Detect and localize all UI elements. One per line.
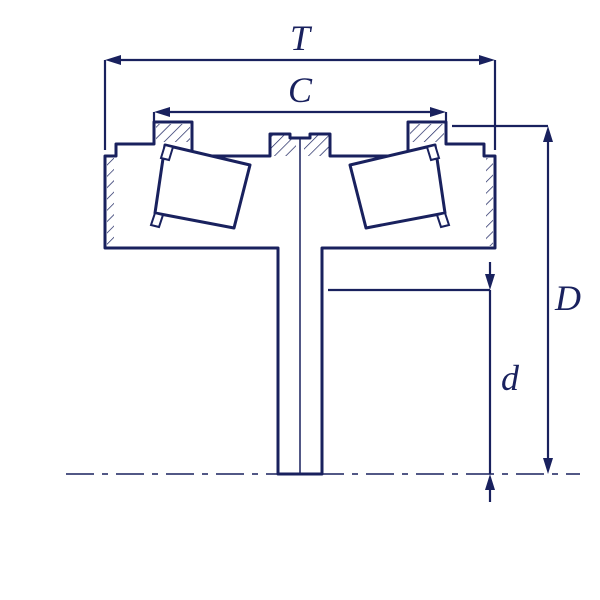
hatch-tab-left bbox=[156, 124, 190, 142]
bearing-diagram: TC Dd bbox=[0, 0, 600, 600]
hatch-outer-left bbox=[107, 158, 114, 246]
dim-D-label: D bbox=[554, 278, 581, 318]
dim-C-label: C bbox=[288, 70, 313, 110]
dim-T-label: T bbox=[290, 18, 313, 58]
dim-d-label: d bbox=[501, 358, 520, 398]
hatch-tab-right bbox=[410, 124, 444, 142]
dimensions: TC Dd bbox=[105, 18, 581, 502]
hatch-outer-right bbox=[486, 158, 493, 246]
